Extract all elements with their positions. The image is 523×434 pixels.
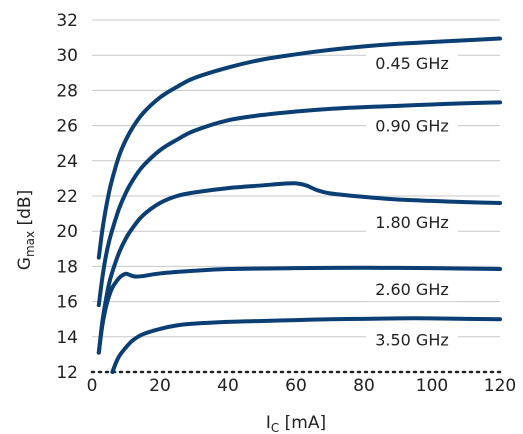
series-label-bg-0-90-ghz	[366, 115, 458, 138]
y-axis-title-main: G	[15, 257, 35, 270]
x-axis-title-main: I	[266, 413, 271, 433]
series-label-3-50-ghz: 3.50 GHz	[375, 330, 449, 349]
x-tick-label-20: 20	[149, 376, 171, 396]
series-line-1-80-ghz	[96, 181, 502, 355]
series-label-0-90-ghz: 0.90 GHz	[375, 116, 449, 135]
y-tick-label-30: 30	[56, 46, 78, 66]
y-axis-title-unit: [dB]	[15, 190, 35, 231]
x-tick-label-80: 80	[353, 376, 375, 396]
x-tick-label-40: 40	[217, 376, 239, 396]
y-tick-label-22: 22	[56, 187, 78, 207]
series-curves	[96, 36, 502, 374]
y-tick-label-12: 12	[56, 363, 78, 383]
x-tick-label-120: 120	[484, 376, 516, 396]
series-label-2-60-ghz: 2.60 GHz	[375, 280, 449, 299]
tick-labels: 12 14 16 18 20 22 24 26 28 30 32 0 20 40 60 80 100 120	[56, 11, 516, 396]
y-tick-label-28: 28	[56, 81, 78, 101]
series-line-2-60-ghz	[96, 265, 502, 355]
y-tick-label-20: 20	[56, 222, 78, 242]
series-label-bg-3-50-ghz	[366, 329, 458, 352]
x-axis-title: IC [mA]	[266, 413, 326, 434]
series-line-3-50-ghz	[110, 316, 502, 374]
y-tick-label-26: 26	[56, 117, 78, 137]
y-tick-label-14: 14	[56, 328, 78, 348]
series-line-0-45-ghz	[96, 36, 502, 260]
series-label-0-45-ghz: 0.45 GHz	[375, 54, 449, 73]
series-line-0-90-ghz	[96, 100, 502, 308]
series-label-1-80-ghz: 1.80 GHz	[375, 213, 449, 232]
series-label-bg-1-80-ghz	[366, 211, 458, 234]
x-tick-label-60: 60	[285, 376, 307, 396]
series-label-bg-2-60-ghz	[366, 279, 458, 302]
y-tick-label-16: 16	[56, 293, 78, 313]
y-tick-label-24: 24	[56, 152, 78, 172]
y-tick-label-18: 18	[56, 257, 78, 277]
x-axis-title-sub: C	[271, 421, 279, 434]
y-axis-title: Gmax [dB]	[15, 190, 37, 270]
x-tick-label-100: 100	[416, 376, 448, 396]
y-axis-title-sub: max	[23, 231, 37, 257]
series-labels: 0.45 GHz 0.90 GHz 1.80 GHz 2.60 GHz 3.50 GHz	[366, 53, 458, 352]
x-axis-title-unit: [mA]	[279, 413, 326, 433]
x-tick-label-0: 0	[87, 376, 98, 396]
series-label-bg-0-45-ghz	[366, 53, 458, 75]
y-tick-label-32: 32	[56, 11, 78, 31]
